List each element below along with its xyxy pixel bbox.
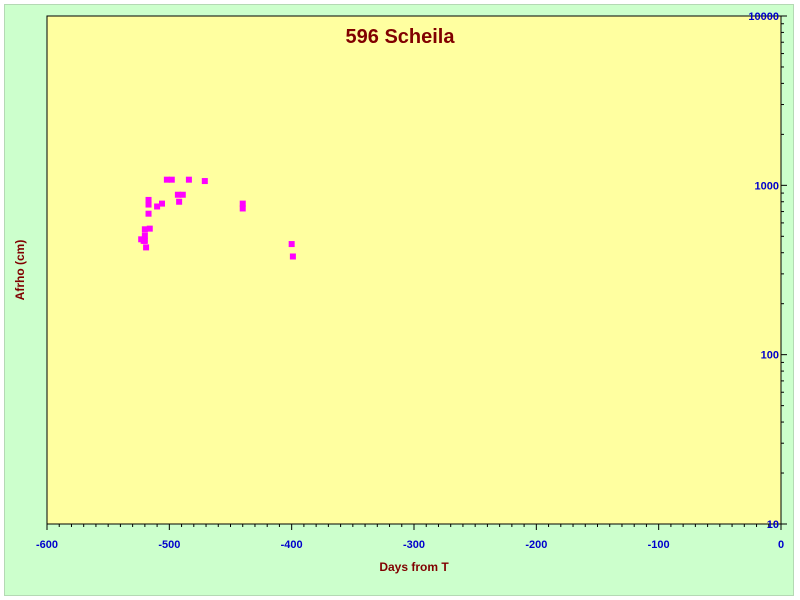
data-point [289, 253, 296, 260]
x-tick-label: -300 [403, 539, 425, 551]
y-tick-label: 1000 [755, 180, 779, 192]
data-point [145, 201, 152, 208]
data-point [185, 176, 192, 183]
x-tick-label: -500 [158, 539, 180, 551]
data-point [239, 205, 246, 212]
plot-area [46, 15, 782, 525]
x-axis-ticks: -600 -500 -400 -300 -200 -100 0 [36, 524, 784, 551]
chart-title: 596 Scheila [346, 26, 456, 48]
x-axis-title: Days from T [379, 560, 449, 574]
data-point [176, 198, 183, 205]
data-point [146, 225, 153, 232]
data-point [145, 210, 152, 217]
data-point [141, 237, 148, 244]
y-tick-label: 100 [761, 350, 779, 362]
data-point [288, 241, 295, 248]
data-point [179, 191, 186, 198]
data-point [168, 176, 175, 183]
data-point [143, 244, 150, 251]
data-point [239, 200, 246, 207]
y-tick-label: 10000 [748, 11, 779, 23]
y-axis-title: Afrho (cm) [13, 240, 27, 301]
data-point [141, 232, 148, 239]
data-point [141, 226, 148, 233]
y-axis-ticks: 10 100 1000 10000 [748, 11, 787, 531]
data-point [158, 200, 165, 207]
data-point [145, 196, 152, 203]
data-point [154, 203, 161, 210]
x-tick-label: -600 [36, 539, 58, 551]
x-tick-label: -100 [648, 539, 670, 551]
data-point [201, 178, 208, 185]
data-markers [138, 176, 296, 260]
y-tick-label: 10 [767, 519, 779, 531]
data-point [163, 176, 170, 183]
x-tick-label: -200 [525, 539, 547, 551]
x-tick-label: -400 [281, 539, 303, 551]
data-point [174, 191, 181, 198]
x-tick-label: 0 [778, 539, 784, 551]
